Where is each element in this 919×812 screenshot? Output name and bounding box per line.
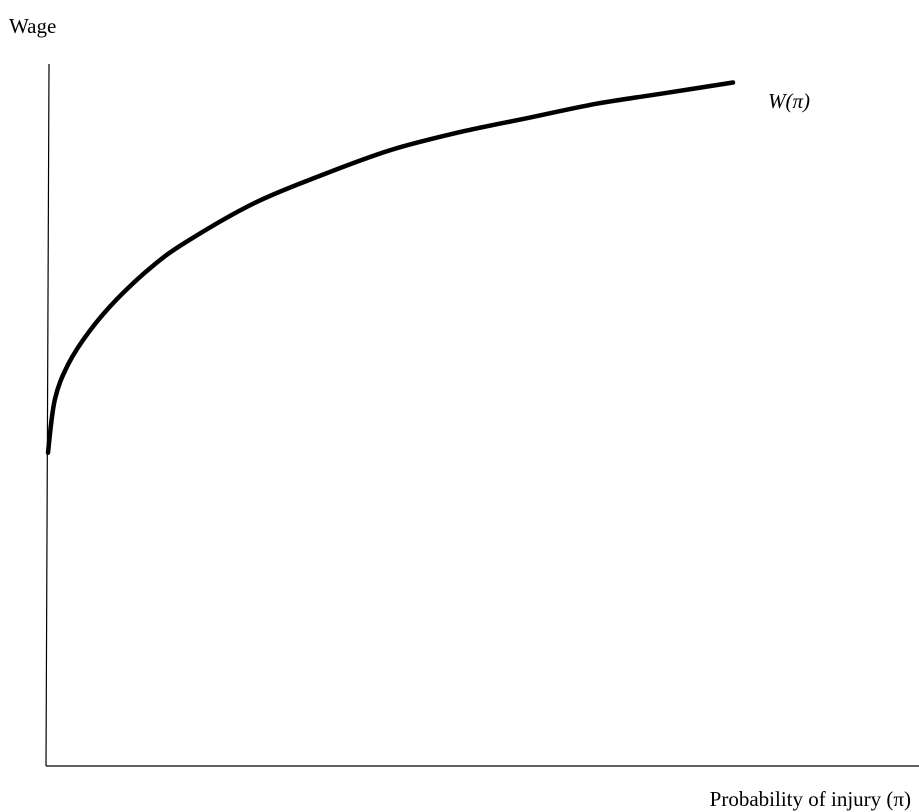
y-axis: [45, 63, 50, 767]
wage-curve-line: [45, 80, 736, 455]
y-axis-title: Wage: [9, 14, 56, 38]
x-axis-title: Probability of injury (π): [710, 787, 911, 811]
wage-curve-label: W(π): [768, 89, 810, 113]
